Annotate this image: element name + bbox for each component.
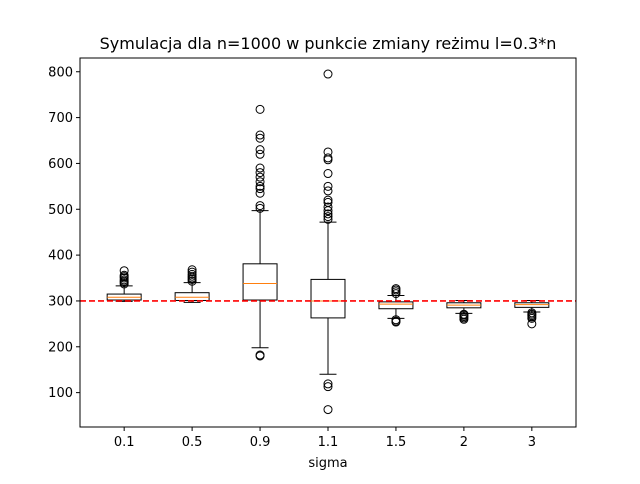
outlier-point [255, 104, 265, 114]
x-tick-label: 2 [460, 435, 468, 450]
outlier-point [187, 267, 197, 277]
iqr-box [242, 263, 278, 301]
outlier-point [323, 181, 333, 191]
outlier-point [119, 270, 129, 280]
x-tick-label: 1.1 [318, 435, 339, 450]
y-tick-label: 800 [48, 65, 73, 80]
outlier-point [323, 197, 333, 207]
outlier-point [255, 145, 265, 155]
outlier-point [255, 177, 265, 187]
x-tick-label: 0.5 [182, 435, 203, 450]
x-axis: 0.1 0.5 0.9 1.1 1.5 2 3 [114, 427, 536, 450]
outlier-point [255, 168, 265, 178]
box-0.1 [106, 266, 142, 302]
outlier-point [323, 169, 333, 179]
y-tick-label: 400 [48, 249, 73, 264]
outlier-point [391, 315, 401, 325]
x-tick-label: 3 [528, 435, 536, 450]
outlier-point [255, 149, 265, 159]
chart-title: Symulacja dla n=1000 w punkcie zmiany re… [100, 34, 557, 53]
outlier-point [255, 201, 265, 211]
outlier-point [323, 202, 333, 212]
iqr-box [378, 301, 414, 310]
outlier-point [255, 172, 265, 182]
outlier-point [255, 163, 265, 173]
y-tick-label: 700 [48, 111, 73, 126]
x-tick-label: 0.1 [114, 435, 135, 450]
outlier-point [323, 379, 333, 389]
outlier-point [323, 405, 333, 415]
outlier-point [323, 186, 333, 196]
outlier-point [459, 309, 469, 319]
x-tick-label: 0.9 [250, 435, 271, 450]
y-tick-label: 100 [48, 386, 73, 401]
y-tick-label: 200 [48, 340, 73, 355]
outlier-point [255, 203, 265, 213]
outlier-point [323, 153, 333, 163]
outlier-point [527, 308, 537, 318]
box-1.5 [378, 284, 414, 327]
outlier-point [323, 209, 333, 219]
outlier-point [323, 382, 333, 392]
outlier-point [119, 266, 129, 276]
outlier-point [187, 265, 197, 275]
outlier-point [323, 69, 333, 79]
y-tick-label: 300 [48, 294, 73, 309]
box-1.1 [310, 69, 346, 415]
outlier-point [323, 195, 333, 205]
outlier-point [391, 284, 401, 294]
outlier-point [255, 133, 265, 143]
outlier-point [323, 147, 333, 157]
box-0.5 [174, 265, 210, 303]
outlier-point [187, 269, 197, 279]
x-tick-label: 1.5 [386, 435, 407, 450]
box-0.9 [242, 104, 278, 361]
x-axis-label: sigma [308, 456, 347, 471]
outlier-point [255, 350, 265, 360]
outlier-point [255, 188, 265, 198]
plot-area [80, 69, 576, 415]
outlier-point [255, 184, 265, 194]
y-tick-label: 600 [48, 157, 73, 172]
y-tick-label: 500 [48, 203, 73, 218]
iqr-box [310, 278, 346, 319]
outlier-point [323, 212, 333, 222]
outlier-point [255, 181, 265, 191]
outlier-point [323, 214, 333, 224]
y-axis: 100 200 300 400 500 600 700 800 [48, 65, 80, 401]
outlier-point [255, 130, 265, 140]
